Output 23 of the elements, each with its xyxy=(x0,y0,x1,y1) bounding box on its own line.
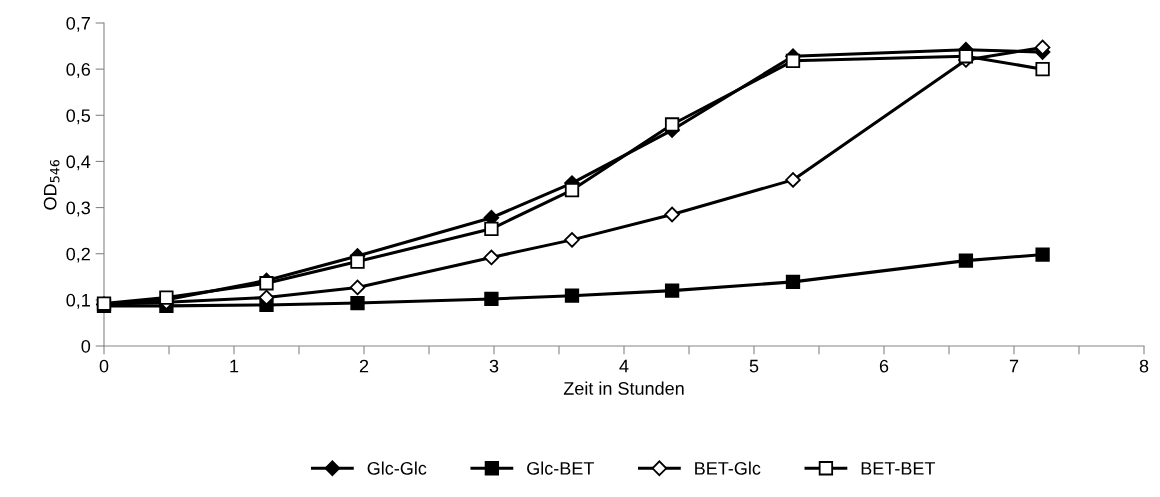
legend-label: Glc-Glc xyxy=(367,461,427,475)
y-axis-title: OD$_{546}$ xyxy=(43,159,60,210)
legend-label: BET-BET xyxy=(861,462,936,475)
x-axis-title: Zeit in Stunden xyxy=(563,381,684,395)
y-tick-label: 0,5 xyxy=(66,109,91,125)
x-tick-label: 5 xyxy=(749,359,759,373)
x-tick-label: 3 xyxy=(489,359,499,373)
y-tick-label: 0,4 xyxy=(66,155,91,171)
x-tick-label: 8 xyxy=(1139,359,1149,373)
x-tick-label: 7 xyxy=(1009,359,1019,373)
legend-label: BET-Glc xyxy=(695,461,761,475)
x-tick-label: 2 xyxy=(359,359,369,373)
y-tick-label: 0,1 xyxy=(66,293,90,309)
y-tick-label: 0 xyxy=(81,339,91,353)
y-tick-label: 0,3 xyxy=(66,201,91,217)
legend-label: Glc-BET xyxy=(527,461,594,475)
y-tick-label: 0,6 xyxy=(66,63,91,78)
y-tick-label: 0,2 xyxy=(66,247,90,263)
y-tick-label: 0,7 xyxy=(66,16,90,32)
x-tick-label: 6 xyxy=(879,359,889,373)
x-tick-label: 4 xyxy=(619,359,629,373)
x-tick-label: 0 xyxy=(99,359,109,373)
x-tick-label: 1 xyxy=(230,359,239,373)
